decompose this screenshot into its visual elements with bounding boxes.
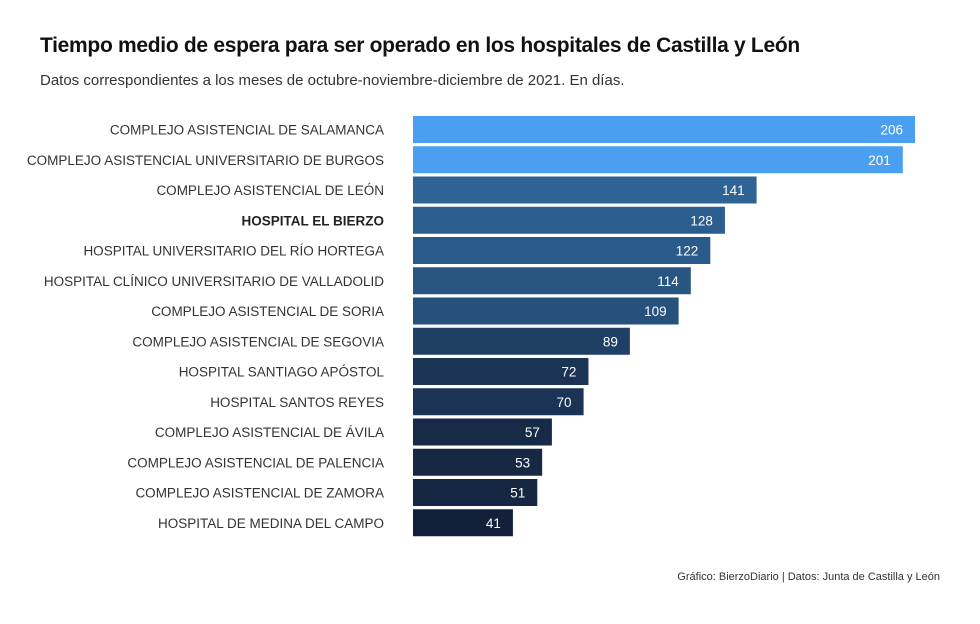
bar xyxy=(413,479,538,506)
value-label: 141 xyxy=(722,183,745,198)
value-label: 89 xyxy=(603,334,618,349)
category-label: COMPLEJO ASISTENCIAL DE SORIA xyxy=(151,304,384,319)
category-label: HOSPITAL DE MEDINA DEL CAMPO xyxy=(158,516,384,531)
bar xyxy=(413,509,513,537)
bar xyxy=(413,267,691,295)
value-label: 57 xyxy=(525,425,540,440)
value-label: 114 xyxy=(657,274,679,289)
category-label: COMPLEJO ASISTENCIAL DE SEGOVIA xyxy=(132,334,384,349)
bar xyxy=(413,448,543,476)
value-label: 128 xyxy=(690,213,713,228)
value-label: 109 xyxy=(644,304,667,319)
bar xyxy=(413,297,679,325)
value-label: 201 xyxy=(868,153,891,168)
value-label: 51 xyxy=(510,486,525,501)
bar xyxy=(413,327,630,355)
bar xyxy=(413,237,711,264)
bar xyxy=(413,176,757,204)
category-label: COMPLEJO ASISTENCIAL DE ZAMORA xyxy=(135,486,384,501)
category-label: HOSPITAL SANTIAGO APÓSTOL xyxy=(179,365,385,380)
value-label: 70 xyxy=(557,395,572,410)
bar xyxy=(413,206,725,234)
value-label: 53 xyxy=(515,455,530,470)
category-label: HOSPITAL CLÍNICO UNIVERSITARIO DE VALLAD… xyxy=(44,274,384,289)
bar xyxy=(413,388,584,416)
category-label: COMPLEJO ASISTENCIAL DE LEÓN xyxy=(156,183,384,198)
category-label: HOSPITAL EL BIERZO xyxy=(241,213,384,228)
bar xyxy=(413,116,915,143)
value-label: 206 xyxy=(880,123,903,138)
chart-subtitle: Datos correspondientes a los meses de oc… xyxy=(40,72,625,89)
bar xyxy=(413,418,552,446)
value-label: 41 xyxy=(486,516,501,531)
bar xyxy=(413,146,903,174)
bar xyxy=(413,358,589,385)
category-label: HOSPITAL SANTOS REYES xyxy=(210,395,384,410)
value-label: 72 xyxy=(561,365,576,380)
category-label: HOSPITAL UNIVERSITARIO DEL RÍO HORTEGA xyxy=(83,244,384,259)
category-label: COMPLEJO ASISTENCIAL DE PALENCIA xyxy=(127,455,384,470)
category-label: COMPLEJO ASISTENCIAL DE SALAMANCA xyxy=(110,123,384,138)
value-label: 122 xyxy=(676,244,699,259)
category-label: COMPLEJO ASISTENCIAL UNIVERSITARIO DE BU… xyxy=(27,153,384,168)
category-label: COMPLEJO ASISTENCIAL DE ÁVILA xyxy=(155,425,384,440)
source-note: Gráfico: BierzoDiario | Datos: Junta de … xyxy=(677,571,940,583)
chart-title: Tiempo medio de espera para ser operado … xyxy=(40,34,800,57)
